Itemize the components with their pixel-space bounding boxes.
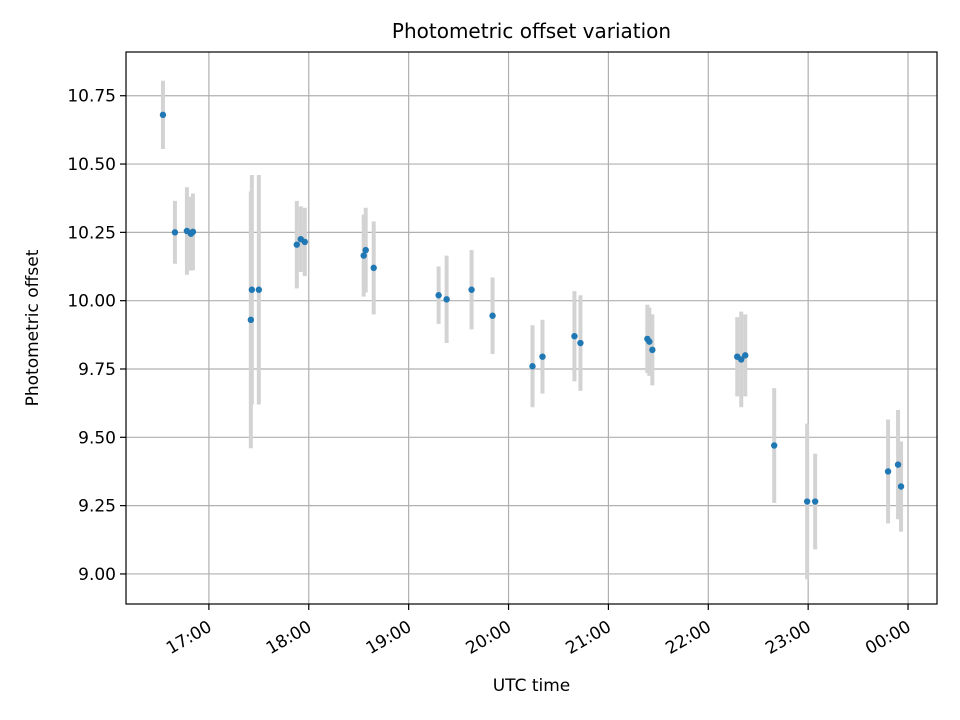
error-bars: [160, 80, 904, 580]
x-tick-label: 19:00: [363, 617, 415, 659]
plot-frame: [125, 51, 938, 605]
y-axis-label: Photometric offset: [23, 249, 43, 406]
y-axis-ticks: 9.00 9.25 9.50 9.75 10.00 10.25 10.50 10.75: [67, 87, 126, 585]
x-tick-label: 17:00: [163, 617, 215, 659]
data-point: [443, 296, 450, 303]
y-tick-label: 10.50: [67, 155, 116, 175]
data-point: [489, 312, 496, 319]
data-point: [646, 338, 653, 345]
data-point: [539, 353, 546, 360]
data-point: [468, 286, 475, 293]
data-point: [370, 264, 377, 272]
y-tick-label: 9.00: [78, 565, 116, 585]
data-point: [247, 316, 255, 324]
y-tick-label: 10.00: [67, 292, 116, 312]
data-point: [189, 228, 197, 236]
x-tick-label: 00:00: [862, 617, 914, 659]
data-point: [649, 346, 656, 354]
x-axis-ticks: 17:00 18:00 19:00 20:00 21:00 22:00 23:00 00:00: [163, 604, 915, 659]
y-tick-label: 10.25: [67, 223, 116, 243]
data-point: [771, 442, 778, 449]
data-point: [360, 252, 367, 259]
y-tick-label: 9.75: [78, 360, 116, 380]
data-point: [159, 111, 167, 119]
y-tick-label: 10.75: [67, 87, 116, 107]
y-tick-label: 9.25: [78, 497, 116, 517]
chart-title: Photometric offset variation: [392, 19, 671, 43]
data-point: [577, 339, 584, 347]
data-point: [362, 246, 369, 254]
x-tick-label: 23:00: [762, 617, 814, 659]
data-point: [884, 468, 892, 475]
data-point: [571, 332, 578, 340]
data-point: [742, 352, 749, 359]
data-point: [529, 363, 536, 370]
data-point: [255, 286, 263, 293]
data-point: [811, 498, 819, 505]
data-points: [159, 111, 905, 505]
x-tick-label: 21:00: [562, 617, 614, 659]
x-tick-label: 18:00: [263, 617, 315, 659]
data-point: [738, 356, 745, 363]
x-axis-label: UTC time: [493, 676, 571, 696]
data-point: [894, 461, 902, 468]
grid: [126, 52, 937, 604]
y-tick-label: 9.50: [78, 428, 116, 448]
data-point: [293, 241, 300, 248]
data-point: [897, 483, 905, 490]
data-point: [248, 286, 256, 293]
data-point: [171, 229, 179, 236]
data-point: [301, 238, 308, 246]
data-point: [803, 498, 811, 505]
x-tick-label: 22:00: [662, 617, 714, 659]
data-point: [435, 292, 442, 299]
x-tick-label: 20:00: [463, 617, 515, 659]
